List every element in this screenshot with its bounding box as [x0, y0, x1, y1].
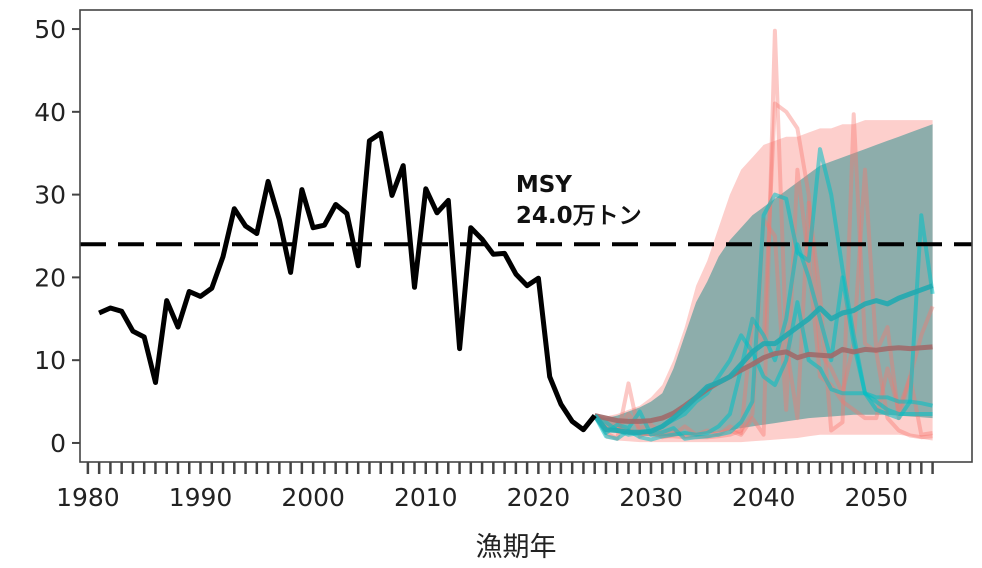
msy-label-line2: 24.0万トン: [516, 203, 642, 229]
x-axis: 1980 1990 2000 2010 2020 2030 2040 2050: [56, 462, 934, 512]
x-tick-label: 2030: [619, 483, 683, 512]
y-tick-label: 20: [34, 263, 66, 292]
teal-trajectory-line-5: [593, 147, 935, 441]
projection-bands: [594, 120, 933, 443]
teal-trajectory-line-6: [592, 242, 933, 442]
x-tick-label: 2000: [281, 483, 345, 512]
x-tick-label: 2040: [732, 483, 796, 512]
x-tick-label: 1990: [169, 483, 233, 512]
y-tick-label: 50: [34, 15, 66, 44]
y-axis: 0 10 20 30 40 50: [34, 15, 80, 458]
projection-medians: [592, 283, 934, 435]
y-tick-label: 10: [34, 346, 66, 375]
teal-median-line: [592, 283, 934, 435]
x-axis-title: 漁期年: [476, 532, 557, 563]
y-tick-label: 30: [34, 181, 66, 210]
pink-median-line: [594, 344, 933, 424]
msy-label-line1: MSY: [516, 172, 572, 198]
teal-projection-band: [594, 124, 933, 437]
x-tick-label: 1980: [56, 483, 120, 512]
x-tick-label: 2020: [507, 483, 571, 512]
historical-catch-line: [98, 130, 597, 433]
historical-series: [98, 130, 597, 433]
y-tick-label: 0: [50, 429, 66, 458]
y-tick-label: 40: [34, 98, 66, 127]
x-tick-label: 2010: [394, 483, 458, 512]
x-tick-label: 2050: [844, 483, 908, 512]
